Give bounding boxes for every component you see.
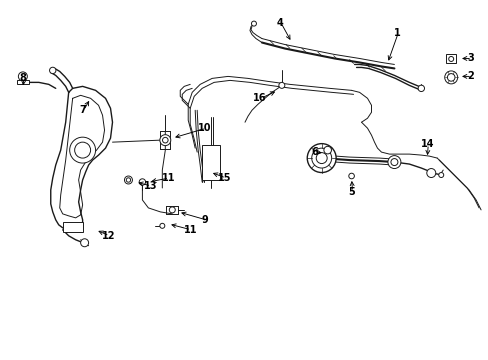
Text: 5: 5 — [347, 187, 354, 197]
Circle shape — [126, 178, 130, 182]
Circle shape — [139, 179, 145, 185]
Circle shape — [162, 138, 168, 143]
Bar — [62, 222, 82, 232]
Circle shape — [169, 207, 175, 213]
Text: 2: 2 — [467, 71, 473, 81]
Circle shape — [251, 21, 256, 26]
Circle shape — [426, 168, 435, 177]
Circle shape — [311, 148, 331, 168]
Circle shape — [81, 239, 88, 247]
Text: 9: 9 — [202, 215, 208, 225]
Circle shape — [124, 176, 132, 184]
Circle shape — [316, 153, 326, 163]
Text: 6: 6 — [311, 147, 318, 157]
Circle shape — [69, 137, 95, 163]
Circle shape — [390, 159, 397, 166]
Circle shape — [19, 72, 27, 81]
Bar — [446, 54, 455, 63]
Bar — [202, 145, 220, 180]
Circle shape — [160, 223, 164, 228]
Text: 3: 3 — [467, 54, 473, 63]
Circle shape — [49, 67, 56, 73]
Circle shape — [417, 85, 424, 91]
Circle shape — [444, 71, 457, 84]
Circle shape — [387, 156, 400, 168]
Text: 8: 8 — [20, 73, 26, 84]
Text: 11: 11 — [183, 225, 197, 235]
Bar — [17, 80, 29, 84]
Circle shape — [278, 82, 285, 88]
Circle shape — [348, 173, 354, 179]
Circle shape — [447, 73, 454, 81]
Text: 15: 15 — [218, 173, 231, 183]
Circle shape — [306, 144, 335, 172]
Text: 4: 4 — [276, 18, 283, 28]
Text: 7: 7 — [79, 105, 86, 115]
Text: 13: 13 — [143, 181, 157, 191]
Text: 10: 10 — [198, 123, 211, 133]
Circle shape — [323, 146, 331, 154]
Text: 14: 14 — [420, 139, 433, 149]
Text: 12: 12 — [102, 231, 115, 241]
Circle shape — [438, 172, 443, 177]
Text: 16: 16 — [253, 93, 266, 103]
Circle shape — [75, 142, 90, 158]
Text: 11: 11 — [161, 173, 175, 183]
Text: 1: 1 — [393, 28, 400, 37]
Circle shape — [448, 57, 453, 62]
Circle shape — [160, 135, 170, 146]
